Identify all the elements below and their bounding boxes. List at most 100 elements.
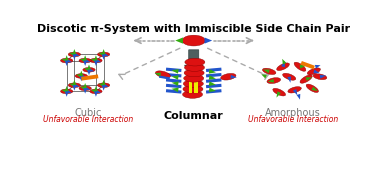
Ellipse shape (267, 78, 280, 84)
Polygon shape (300, 65, 306, 69)
Polygon shape (94, 86, 98, 91)
FancyBboxPatch shape (206, 84, 222, 88)
Text: Columnar: Columnar (164, 111, 224, 121)
Polygon shape (62, 59, 67, 62)
Polygon shape (62, 90, 67, 93)
Ellipse shape (68, 83, 81, 88)
Text: Unfavorable Interaction: Unfavorable Interaction (43, 115, 133, 124)
Polygon shape (84, 68, 90, 72)
Polygon shape (102, 54, 105, 60)
Polygon shape (282, 59, 286, 65)
Polygon shape (65, 86, 68, 91)
FancyBboxPatch shape (206, 68, 222, 72)
Polygon shape (276, 91, 281, 98)
FancyBboxPatch shape (206, 73, 222, 77)
Ellipse shape (90, 89, 102, 94)
Ellipse shape (262, 68, 276, 75)
Polygon shape (74, 83, 79, 87)
Ellipse shape (98, 52, 110, 57)
Polygon shape (83, 83, 87, 88)
Polygon shape (65, 55, 68, 61)
Polygon shape (103, 53, 109, 56)
Ellipse shape (68, 52, 81, 57)
Polygon shape (231, 75, 237, 79)
Polygon shape (65, 61, 68, 66)
FancyBboxPatch shape (195, 68, 198, 93)
Polygon shape (172, 69, 179, 74)
Polygon shape (76, 74, 82, 78)
Polygon shape (204, 38, 212, 44)
FancyBboxPatch shape (189, 68, 192, 93)
Polygon shape (81, 74, 87, 78)
Polygon shape (209, 69, 216, 74)
FancyArrow shape (184, 50, 203, 75)
Polygon shape (91, 90, 96, 93)
Polygon shape (99, 53, 104, 56)
Polygon shape (73, 49, 76, 54)
Polygon shape (305, 77, 312, 81)
Polygon shape (102, 80, 105, 85)
Polygon shape (320, 75, 326, 79)
Polygon shape (287, 76, 291, 83)
Ellipse shape (184, 69, 204, 77)
Ellipse shape (277, 63, 290, 70)
Polygon shape (94, 91, 98, 97)
Text: Cubic: Cubic (74, 108, 102, 118)
Ellipse shape (313, 74, 327, 80)
Ellipse shape (181, 39, 206, 44)
Polygon shape (268, 79, 274, 82)
Polygon shape (80, 86, 86, 90)
Ellipse shape (75, 74, 87, 78)
Ellipse shape (183, 85, 203, 93)
Polygon shape (175, 38, 183, 44)
FancyBboxPatch shape (159, 75, 170, 80)
Polygon shape (315, 65, 321, 69)
Polygon shape (73, 54, 76, 60)
Polygon shape (83, 61, 87, 66)
Polygon shape (94, 61, 98, 66)
FancyBboxPatch shape (206, 89, 222, 94)
Polygon shape (297, 94, 300, 100)
Ellipse shape (83, 68, 95, 72)
Ellipse shape (307, 68, 321, 75)
Polygon shape (263, 70, 270, 73)
Polygon shape (83, 55, 87, 61)
Ellipse shape (184, 75, 204, 82)
Ellipse shape (155, 71, 170, 78)
Polygon shape (94, 55, 98, 61)
Polygon shape (313, 70, 320, 73)
Polygon shape (95, 59, 101, 62)
Ellipse shape (288, 87, 301, 93)
Polygon shape (65, 91, 68, 97)
Polygon shape (74, 53, 79, 56)
FancyBboxPatch shape (166, 84, 181, 88)
Ellipse shape (283, 73, 296, 80)
Polygon shape (79, 76, 83, 81)
Ellipse shape (183, 80, 203, 88)
Polygon shape (172, 75, 179, 80)
Polygon shape (293, 89, 297, 95)
Ellipse shape (184, 64, 204, 71)
Ellipse shape (90, 58, 102, 63)
Ellipse shape (183, 91, 203, 98)
Polygon shape (172, 88, 179, 92)
Text: Discotic π-System with Immiscible Side Chain Pair: Discotic π-System with Immiscible Side C… (37, 24, 350, 34)
Polygon shape (87, 70, 91, 75)
Polygon shape (281, 61, 285, 67)
Polygon shape (66, 90, 72, 93)
FancyBboxPatch shape (206, 78, 222, 83)
Ellipse shape (79, 86, 91, 91)
Polygon shape (73, 80, 76, 85)
Polygon shape (83, 88, 87, 94)
FancyBboxPatch shape (301, 61, 315, 69)
Polygon shape (85, 59, 90, 62)
Ellipse shape (185, 58, 205, 66)
FancyBboxPatch shape (166, 73, 181, 77)
Polygon shape (73, 85, 76, 91)
Polygon shape (102, 49, 105, 54)
Polygon shape (172, 81, 179, 86)
Polygon shape (99, 83, 104, 87)
Polygon shape (69, 53, 75, 56)
Polygon shape (103, 83, 109, 87)
Polygon shape (311, 87, 318, 91)
